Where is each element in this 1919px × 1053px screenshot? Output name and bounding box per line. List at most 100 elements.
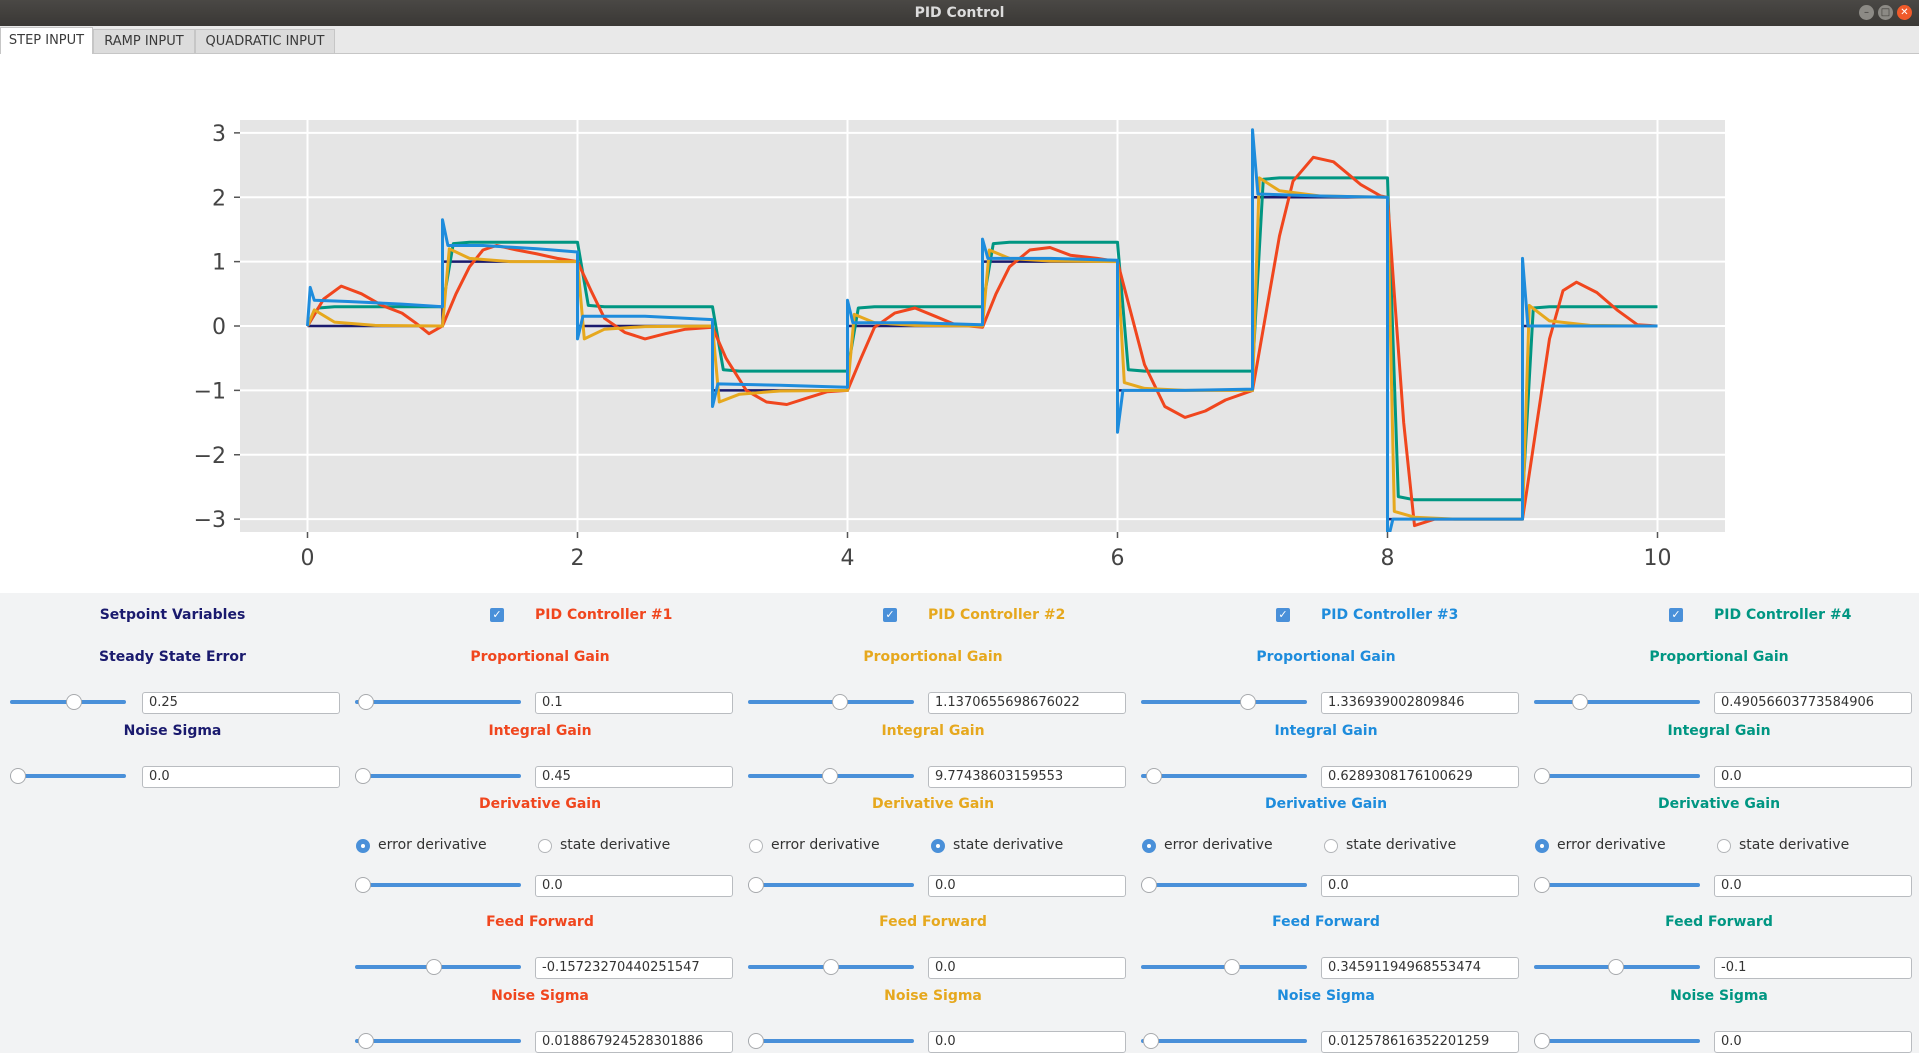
setpoint-noise-slider[interactable] [10, 767, 126, 785]
controller-4-ff-slider[interactable] [1534, 958, 1700, 976]
controller-1-name: PID Controller #1 [535, 607, 673, 623]
controller-1-noise-slider[interactable] [355, 1032, 521, 1050]
controller-1-d-slider[interactable] [355, 876, 521, 894]
controller-2-i-slider-knob[interactable] [822, 768, 838, 784]
controller-3-p-input[interactable]: 1.336939002809846 [1321, 692, 1519, 714]
controller-1-i-slider-knob[interactable] [355, 768, 371, 784]
controller-3-enable-checkbox[interactable]: ✓ [1276, 608, 1290, 622]
controller-4-ff-slider-knob[interactable] [1608, 959, 1624, 975]
controller-1-p-slider[interactable] [355, 693, 521, 711]
controller-2-ff-slider-knob[interactable] [823, 959, 839, 975]
controller-2-state-derivative-label: state derivative [953, 837, 1064, 853]
controller-4-i-slider[interactable] [1534, 767, 1700, 785]
controller-2-d-slider-knob[interactable] [748, 877, 764, 893]
controller-3-d-slider-knob[interactable] [1141, 877, 1157, 893]
controller-3-ff-input[interactable]: 0.34591194968553474 [1321, 957, 1519, 979]
y-tick-label: 3 [212, 122, 226, 147]
controller-1-ff-slider[interactable] [355, 958, 521, 976]
controller-4-noise-slider-knob[interactable] [1534, 1033, 1550, 1049]
sse-input[interactable]: 0.25 [142, 692, 340, 714]
controller-2-i-slider[interactable] [748, 767, 914, 785]
controller-3-d-slider[interactable] [1141, 876, 1307, 894]
controller-1-enable-checkbox[interactable]: ✓ [490, 608, 504, 622]
controller-3-i-slider-knob[interactable] [1146, 768, 1162, 784]
controller-1-ff-slider-knob[interactable] [426, 959, 442, 975]
setpoint-noise-slider-knob[interactable] [10, 768, 26, 784]
maximize-button[interactable]: □ [1878, 5, 1893, 20]
plot-area: 0 2 4 6 8 10 3 2 1 0 −1 −2 −3 [0, 54, 1919, 593]
controller-4-noise-slider[interactable] [1534, 1032, 1700, 1050]
controller-3-state-derivative-radio[interactable] [1324, 839, 1338, 853]
controller-3-error-derivative-radio[interactable] [1142, 839, 1156, 853]
controller-1-state-derivative-radio[interactable] [538, 839, 552, 853]
controller-2-p-input[interactable]: 1.1370655698676022 [928, 692, 1126, 714]
x-tick-label: 6 [1111, 546, 1125, 571]
controller-4-p-label: Proportional Gain [1649, 649, 1789, 665]
controller-1-p-input[interactable]: 0.1 [535, 692, 733, 714]
controller-3-ff-slider-knob[interactable] [1224, 959, 1240, 975]
controller-2-p-slider-knob[interactable] [832, 694, 848, 710]
controller-3-ff-slider[interactable] [1141, 958, 1307, 976]
controller-4-p-input[interactable]: 0.49056603773584906 [1714, 692, 1912, 714]
controller-1-d-slider-knob[interactable] [355, 877, 371, 893]
sse-slider-knob[interactable] [66, 694, 82, 710]
controller-1-d-input[interactable]: 0.0 [535, 875, 733, 897]
controller-4-enable-checkbox[interactable]: ✓ [1669, 608, 1683, 622]
controller-4-p-slider-knob[interactable] [1572, 694, 1588, 710]
controller-1-noise-input[interactable]: 0.018867924528301886 [535, 1031, 733, 1053]
controller-2-error-derivative-label: error derivative [771, 837, 880, 853]
controller-3-d-input[interactable]: 0.0 [1321, 875, 1519, 897]
controller-3-p-label: Proportional Gain [1256, 649, 1396, 665]
controller-1-error-derivative-radio[interactable] [356, 839, 370, 853]
controller-1-noise-slider-knob[interactable] [358, 1033, 374, 1049]
controller-2-error-derivative-radio[interactable] [749, 839, 763, 853]
controller-2-ff-input[interactable]: 0.0 [928, 957, 1126, 979]
controller-1-i-slider[interactable] [355, 767, 521, 785]
controller-4-d-slider-knob[interactable] [1534, 877, 1550, 893]
controller-2-noise-slider-knob[interactable] [748, 1033, 764, 1049]
controller-4-state-derivative-radio[interactable] [1717, 839, 1731, 853]
close-button[interactable]: ✕ [1897, 5, 1912, 20]
controller-4-noise-input[interactable]: 0.0 [1714, 1031, 1912, 1053]
window-title: PID Control [914, 5, 1005, 21]
controller-3-noise-input[interactable]: 0.012578616352201259 [1321, 1031, 1519, 1053]
setpoint-noise-label: Noise Sigma [123, 723, 222, 739]
controller-1-i-input[interactable]: 0.45 [535, 766, 733, 788]
controller-4-p-slider[interactable] [1534, 693, 1700, 711]
controller-4-d-slider[interactable] [1534, 876, 1700, 894]
controller-3-noise-slider[interactable] [1141, 1032, 1307, 1050]
controller-3-p-slider-knob[interactable] [1240, 694, 1256, 710]
controller-2-noise-slider[interactable] [748, 1032, 914, 1050]
controller-4-ff-input[interactable]: -0.1 [1714, 957, 1912, 979]
controller-4-i-input[interactable]: 0.0 [1714, 766, 1912, 788]
controller-2-noise-input[interactable]: 0.0 [928, 1031, 1126, 1053]
controller-2-d-slider[interactable] [748, 876, 914, 894]
controller-2-ff-slider[interactable] [748, 958, 914, 976]
controller-4-error-derivative-radio[interactable] [1535, 839, 1549, 853]
controller-2-state-derivative-radio[interactable] [931, 839, 945, 853]
series-line-controller-3 [306, 128, 1658, 532]
controller-2-i-label: Integral Gain [881, 723, 985, 739]
controller-2-p-slider[interactable] [748, 693, 914, 711]
controller-3-i-input[interactable]: 0.6289308176100629 [1321, 766, 1519, 788]
sse-slider[interactable] [10, 693, 126, 711]
controller-1-ff-input[interactable]: -0.15723270440251547 [535, 957, 733, 979]
x-tick-label: 10 [1644, 546, 1672, 571]
minimize-button[interactable]: – [1859, 5, 1874, 20]
tab-step-input[interactable]: STEP INPUT [0, 27, 93, 54]
controller-1-p-slider-knob[interactable] [358, 694, 374, 710]
tab-bar: STEP INPUT RAMP INPUT QUADRATIC INPUT [0, 26, 1919, 54]
tab-ramp-input[interactable]: RAMP INPUT [93, 29, 195, 53]
controller-2-enable-checkbox[interactable]: ✓ [883, 608, 897, 622]
controller-2-i-input[interactable]: 9.77438603159553 [928, 766, 1126, 788]
controller-2-d-input[interactable]: 0.0 [928, 875, 1126, 897]
controller-4-i-slider-knob[interactable] [1534, 768, 1550, 784]
controller-3-p-slider[interactable] [1141, 693, 1307, 711]
controller-3-i-slider[interactable] [1141, 767, 1307, 785]
controller-3-noise-slider-knob[interactable] [1143, 1033, 1159, 1049]
tab-quadratic-input[interactable]: QUADRATIC INPUT [195, 29, 335, 53]
controller-4-d-input[interactable]: 0.0 [1714, 875, 1912, 897]
controller-3-noise-label: Noise Sigma [1277, 988, 1375, 1004]
setpoint-noise-input[interactable]: 0.0 [142, 766, 340, 788]
